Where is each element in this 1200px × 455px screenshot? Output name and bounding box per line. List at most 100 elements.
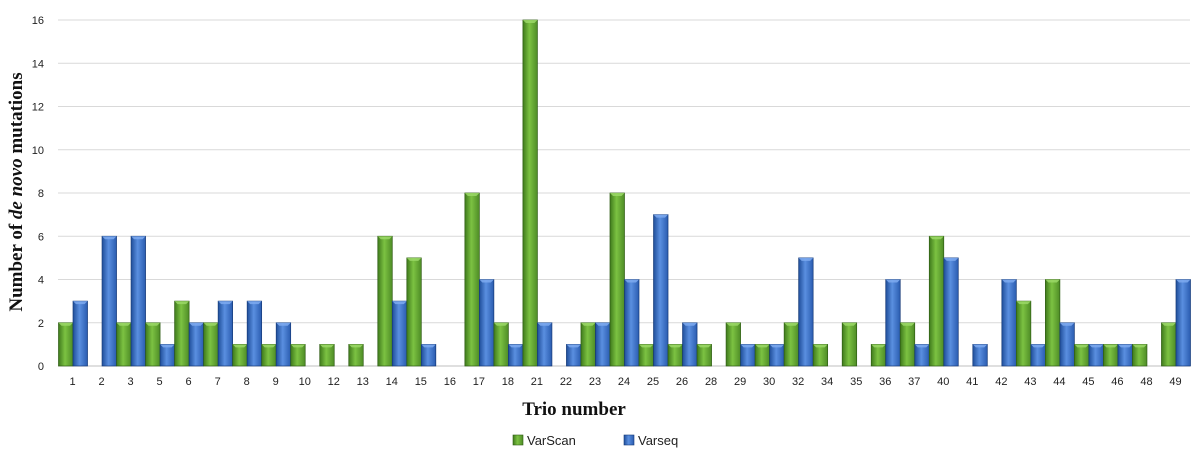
- bar-varseq-5: [159, 344, 175, 367]
- x-tick-label: 5: [157, 376, 163, 388]
- bar-varscan-46: [1103, 344, 1119, 367]
- bar-varscan-5: [145, 322, 161, 367]
- bar-bevel: [914, 344, 930, 348]
- bar-body: [275, 322, 292, 367]
- x-axis-title: Trio number: [522, 399, 626, 420]
- bar-bevel: [421, 344, 436, 348]
- bar-bevel: [784, 322, 799, 326]
- bar-bevel: [755, 344, 770, 348]
- bar-varscan-37: [899, 322, 916, 367]
- bar-body: [841, 322, 858, 367]
- bar-varseq-21: [537, 322, 553, 367]
- bar-body: [1117, 344, 1133, 367]
- x-tick-label: 16: [444, 376, 456, 388]
- bar-bevel: [261, 344, 277, 348]
- bar-body: [348, 344, 364, 367]
- legend-swatch-varscan: [512, 434, 524, 446]
- x-tick-label: 32: [792, 376, 804, 388]
- bar-bevel: [1161, 322, 1176, 326]
- bar-body: [406, 257, 422, 367]
- x-tick-label: 26: [676, 376, 688, 388]
- bar-varscan-6: [174, 300, 190, 367]
- bar-body: [508, 344, 524, 367]
- bar-bevel: [1074, 344, 1089, 348]
- bar-varseq-37: [914, 344, 930, 367]
- bar-body: [1074, 344, 1090, 367]
- bar-body: [203, 322, 219, 367]
- x-tick-label: 48: [1140, 376, 1152, 388]
- bar-body: [464, 192, 480, 367]
- bar-varseq-15: [420, 344, 437, 367]
- bar-body: [1132, 344, 1148, 367]
- x-axis-ticks: 1 2 3 5 6 7 8 9 10 12 13 14 15 16 17 18 21 22 23 24 25 26 28 29…: [69, 376, 1181, 388]
- bar-body: [899, 322, 916, 367]
- bar-body: [1175, 279, 1191, 367]
- x-tick-label: 45: [1082, 376, 1094, 388]
- bar-bevel: [1132, 344, 1147, 348]
- bar-bevel: [189, 322, 204, 326]
- bar-varseq-46: [1117, 344, 1133, 367]
- bar-body: [870, 344, 887, 367]
- bar-body: [1045, 279, 1061, 367]
- bar-bevel: [580, 322, 596, 326]
- bar-body: [1161, 322, 1177, 367]
- x-tick-label: 3: [128, 376, 134, 388]
- bar-varscan-40: [928, 235, 945, 367]
- x-tick-label: 14: [386, 376, 398, 388]
- bar-bevel: [885, 279, 901, 283]
- bar-bevel: [697, 344, 712, 348]
- bar-bevel: [102, 236, 117, 240]
- y-tick-label: 10: [32, 145, 44, 157]
- bar-body: [522, 19, 538, 367]
- bar-bevel: [726, 322, 741, 326]
- bar-body: [130, 235, 146, 367]
- bar-bevel: [900, 322, 915, 326]
- bar-body: [72, 300, 88, 367]
- bar-varseq-29: [740, 344, 756, 367]
- bars: [58, 19, 1191, 367]
- x-tick-label: 46: [1111, 376, 1123, 388]
- bar-varscan-35: [841, 322, 858, 367]
- bar-bevel: [406, 257, 422, 261]
- bar-bevel: [929, 236, 944, 240]
- bar-bevel: [522, 20, 538, 23]
- bar-body: [377, 235, 393, 367]
- y-tick-label: 12: [32, 102, 44, 114]
- bar-body: [812, 344, 829, 367]
- bar-varseq-30: [769, 344, 785, 367]
- y-tick-label: 8: [38, 188, 44, 200]
- bar-varscan-1: [58, 322, 74, 367]
- bar-bevel: [218, 301, 233, 305]
- bar-varseq-3: [130, 235, 146, 367]
- bar-bevel: [1103, 344, 1118, 348]
- bar-body: [479, 279, 495, 367]
- bar-varscan-26: [667, 344, 683, 367]
- x-tick-label: 15: [415, 376, 427, 388]
- bar-varseq-26: [682, 322, 698, 367]
- bar-bevel: [392, 301, 407, 305]
- bar-body: [798, 257, 814, 367]
- bar-body: [653, 214, 669, 367]
- bar-body: [696, 344, 712, 367]
- x-tick-label: 36: [879, 376, 891, 388]
- y-tick-label: 0: [38, 361, 44, 373]
- bar-varscan-30: [754, 344, 770, 367]
- bar-varseq-43: [1030, 344, 1046, 367]
- x-tick-label: 18: [502, 376, 514, 388]
- bar-bevel: [1088, 344, 1104, 348]
- y-tick-label: 16: [32, 15, 44, 27]
- bar-varseq-18: [508, 344, 524, 367]
- bar-body: [246, 300, 263, 367]
- bar-varseq-41: [972, 344, 988, 367]
- x-tick-label: 21: [531, 376, 543, 388]
- x-tick-label: 49: [1169, 376, 1181, 388]
- bar-bevel: [639, 344, 654, 348]
- bar-body: [290, 344, 306, 367]
- y-tick-label: 6: [38, 231, 44, 243]
- bar-varscan-45: [1074, 344, 1090, 367]
- bar-body: [58, 322, 74, 367]
- bar-bevel: [1016, 301, 1031, 305]
- bar-varscan-32: [783, 322, 799, 367]
- bar-bevel: [464, 193, 480, 196]
